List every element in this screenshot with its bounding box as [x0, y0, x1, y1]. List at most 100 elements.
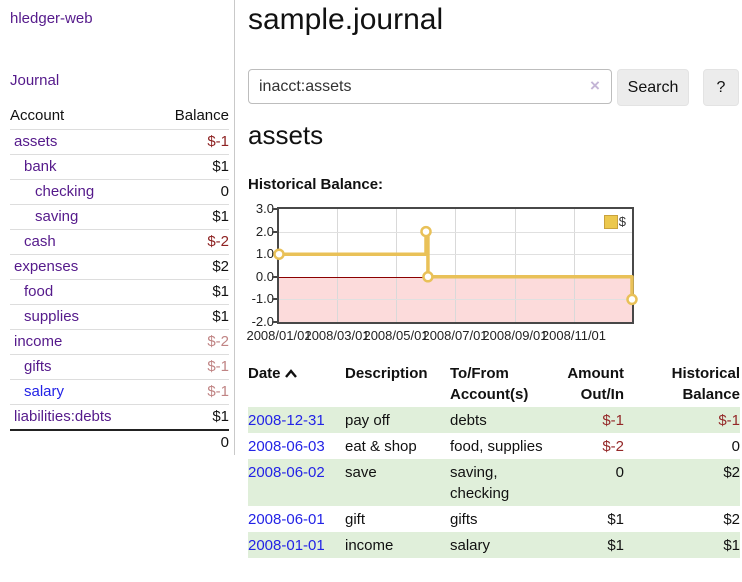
- accounts-total-row: 0: [10, 429, 229, 455]
- account-link-saving[interactable]: saving: [35, 208, 79, 225]
- account-balance: $2: [212, 258, 229, 275]
- account-row-bank: bank $1: [10, 154, 229, 179]
- balance-column-header: Balance: [174, 107, 229, 124]
- search-button[interactable]: Search: [617, 69, 689, 106]
- register-row: 2008-06-02 save saving, checking 0 $2: [248, 459, 740, 506]
- y-axis-tick: [272, 275, 277, 278]
- y-tick-label: 1.0: [255, 246, 274, 262]
- account-row-assets: assets $-1: [10, 129, 229, 154]
- transaction-balance: $2: [723, 511, 740, 528]
- chart-caption: Historical Balance:: [248, 176, 384, 193]
- x-gridline: [514, 209, 516, 322]
- search-bar: × Search ?: [248, 69, 742, 106]
- account-column-header: Account: [10, 107, 65, 124]
- account-row-supplies: supplies $1: [10, 304, 229, 329]
- transaction-amount: 0: [615, 464, 624, 481]
- account-balance: $1: [212, 283, 229, 300]
- account-link-salary[interactable]: salary: [24, 383, 65, 400]
- account-link-bank[interactable]: bank: [24, 158, 57, 175]
- x-tick-label: 2008/11/01: [541, 328, 607, 343]
- transaction-accounts: debts: [450, 412, 487, 429]
- account-link-expenses[interactable]: expenses: [14, 258, 79, 275]
- y-tick-label: -1.0: [251, 291, 274, 307]
- y-tick-label: -2.0: [251, 314, 274, 329]
- register-table: Date Description To/From Account(s) Amou…: [248, 362, 740, 558]
- accounts-table: Account Balance assets $-1 bank $1 check…: [10, 103, 229, 455]
- header-date[interactable]: Date: [248, 362, 345, 407]
- x-tick-label: 2008/07/01: [422, 328, 488, 343]
- accounts-total-value: 0: [220, 434, 229, 451]
- chart-plot-area: $: [273, 207, 638, 324]
- transaction-description: eat & shop: [345, 438, 417, 455]
- register-row: 2008-12-31 pay off debts $-1 $-1: [248, 407, 740, 433]
- x-tick-label: 2008/03/01: [304, 328, 370, 343]
- chart-legend: $: [602, 214, 627, 229]
- account-balance: $1: [212, 208, 229, 225]
- account-link-checking[interactable]: checking: [35, 183, 95, 200]
- sort-ascending-icon: [284, 369, 297, 378]
- header-amount-outin: Amount Out/In: [567, 365, 624, 403]
- help-button[interactable]: ?: [703, 69, 739, 106]
- transaction-date-link[interactable]: 2008-12-31: [248, 412, 325, 429]
- transaction-amount: $-1: [602, 412, 624, 429]
- historical-balance-chart: $ 3.0 2.0 1.0 0.0 -1.0 -2.0 2008/01/01 2008/03/…: [246, 200, 742, 348]
- transaction-date-link[interactable]: 2008-06-01: [248, 511, 325, 528]
- data-point-marker: [626, 293, 638, 306]
- account-link-gifts[interactable]: gifts: [24, 358, 52, 375]
- account-row-salary: salary $-1: [10, 379, 229, 404]
- data-point-marker: [420, 225, 432, 238]
- main-content: sample.journal × Search ? assets Histori…: [246, 0, 742, 558]
- y-gridline: [279, 231, 632, 233]
- account-link-cash[interactable]: cash: [24, 233, 56, 250]
- account-link-assets[interactable]: assets: [14, 133, 58, 150]
- account-row-food: food $1: [10, 279, 229, 304]
- transaction-description: pay off: [345, 412, 390, 429]
- transaction-date-link[interactable]: 2008-06-02: [248, 464, 325, 481]
- y-tick-label: 3.0: [255, 201, 274, 216]
- register-row: 2008-01-01 income salary $1 $1: [248, 532, 740, 558]
- transaction-accounts: salary: [450, 537, 491, 554]
- account-balance: 0: [220, 183, 229, 200]
- y-gridline: [279, 254, 632, 256]
- legend-label: $: [618, 214, 626, 229]
- account-link-income[interactable]: income: [14, 333, 63, 350]
- header-tofrom-accounts: To/From Account(s): [450, 365, 529, 403]
- account-balance: $-2: [207, 333, 229, 350]
- account-link-supplies[interactable]: supplies: [24, 308, 80, 325]
- transaction-accounts: gifts: [450, 511, 478, 528]
- nav-journal-link[interactable]: Journal: [10, 72, 60, 89]
- data-point-marker: [422, 271, 434, 283]
- transaction-description: gift: [345, 511, 366, 528]
- brand-link[interactable]: hledger-web: [10, 10, 93, 27]
- account-link-food[interactable]: food: [24, 283, 54, 300]
- transaction-amount: $1: [607, 537, 624, 554]
- account-row-income: income $-2: [10, 329, 229, 354]
- x-tick-label: 2008/09/01: [482, 328, 548, 343]
- account-row-saving: saving $1: [10, 204, 229, 229]
- y-axis-tick: [272, 230, 277, 233]
- x-gridline: [455, 209, 457, 322]
- account-heading: assets: [248, 120, 324, 150]
- x-gridline: [573, 209, 575, 322]
- account-link-liabilities-debts[interactable]: liabilities:debts: [14, 408, 112, 425]
- register-row: 2008-06-01 gift gifts $1 $2: [248, 506, 740, 532]
- transaction-description: income: [345, 537, 394, 554]
- transaction-date-link[interactable]: 2008-06-03: [248, 438, 325, 455]
- balance-series: [273, 225, 638, 306]
- clear-search-icon[interactable]: ×: [590, 76, 600, 95]
- search-input[interactable]: [248, 69, 612, 104]
- transaction-balance: $-1: [718, 412, 740, 429]
- transaction-balance: $2: [723, 464, 740, 481]
- transaction-accounts: saving, checking: [450, 464, 510, 502]
- register-row: 2008-06-03 eat & shop food, supplies $-2…: [248, 433, 740, 459]
- header-description: Description: [345, 365, 428, 382]
- transaction-date-link[interactable]: 2008-01-01: [248, 537, 325, 554]
- y-tick-label: 0.0: [255, 268, 274, 284]
- transaction-amount: $-2: [602, 438, 624, 455]
- data-point-marker: [273, 248, 285, 260]
- x-gridline: [337, 209, 339, 322]
- transaction-accounts: food, supplies: [450, 438, 543, 455]
- register-header-row: Date Description To/From Account(s) Amou…: [248, 362, 740, 407]
- page-title: sample.journal: [248, 3, 444, 36]
- y-tick-label: 2.0: [255, 223, 274, 239]
